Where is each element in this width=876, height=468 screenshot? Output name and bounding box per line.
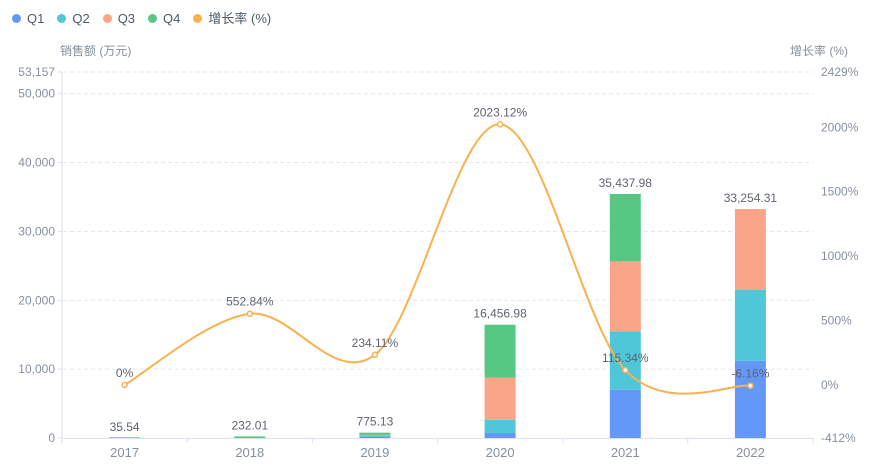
legend: Q1 Q2 Q3 Q4 增长率 (%) (12, 12, 271, 25)
legend-swatch-icon (148, 14, 158, 23)
x-axis-label-2022: 2022 (736, 445, 765, 460)
legend-swatch-icon (12, 14, 21, 23)
bar-segment-2018-q4[interactable] (234, 436, 266, 438)
growth-point-label-2022: -6.16% (731, 367, 769, 381)
growth-rate-line (123, 123, 752, 395)
x-axis-label-2020: 2020 (486, 445, 515, 460)
legend-item-label: Q4 (163, 11, 181, 26)
right-axis-tick-label: 0% (821, 378, 839, 392)
legend-item-label: 增长率 (%) (208, 11, 272, 26)
growth-point-label-2017: 0% (116, 366, 134, 380)
x-axis-label-2017: 2017 (110, 445, 139, 460)
bar-segment-2022-q2[interactable] (734, 289, 766, 361)
left-axis-tick-label: 53,157 (18, 65, 55, 79)
bar-segment-2017-q3[interactable] (109, 437, 141, 438)
right-axis-tick-label: 1500% (821, 185, 859, 199)
bar-segment-2021-q3[interactable] (609, 261, 641, 332)
growth-point-2019[interactable] (371, 351, 379, 359)
left-axis-tick-label: 50,000 (18, 87, 55, 101)
growth-point-2022[interactable] (747, 382, 754, 389)
bar-segment-2019-q2[interactable] (359, 435, 391, 437)
left-axis-title: 销售额 (万元) (60, 44, 132, 58)
growth-point-label-2019: 234.11% (352, 336, 399, 350)
bar-total-label-2021: 35,437.98 (599, 176, 653, 190)
growth-point-label-2018: 552.84% (226, 295, 274, 309)
legend-swatch-icon (57, 14, 67, 23)
bar-total-label-2017: 35.54 (110, 420, 140, 434)
legend-swatch-icon (193, 14, 203, 23)
legend-item-q2[interactable]: Q2 (57, 11, 90, 26)
bar-segment-2022-q1[interactable] (734, 360, 766, 438)
bar-total-label-2019: 775.13 (357, 415, 394, 429)
right-axis-tick-label: 2429% (821, 65, 859, 79)
growth-point-2017[interactable] (121, 381, 128, 389)
bar-segment-2020-q3[interactable] (484, 377, 516, 420)
legend-item-label: Q3 (117, 11, 136, 26)
bar-segment-2021-q1[interactable] (609, 389, 641, 438)
left-axis-tick-label: 40,000 (18, 156, 55, 170)
legend-item-label: Q2 (72, 11, 90, 26)
right-axis-tick-label: 2000% (821, 120, 859, 134)
x-axis-label-2019: 2019 (360, 445, 389, 460)
right-axis-tick-label: 1000% (821, 249, 859, 263)
left-axis-tick-label: 20,000 (18, 293, 55, 307)
growth-point-2018[interactable] (246, 310, 254, 317)
bar-segment-2021-q4[interactable] (609, 194, 641, 262)
growth-point-label-2021: 115.34% (602, 351, 649, 365)
bar-segment-2019-q4[interactable] (359, 432, 391, 435)
left-axis-tick-label: 0 (48, 431, 55, 445)
legend-item-q1[interactable]: Q1 (12, 12, 44, 25)
bar-segment-2019-q3[interactable] (359, 434, 391, 436)
growth-point-2020[interactable] (496, 121, 504, 128)
right-axis-title: 增长率 (%) (790, 44, 848, 58)
legend-item-q3[interactable]: Q3 (102, 11, 136, 26)
legend-item-growth-rate[interactable]: 增长率 (%) (193, 12, 271, 25)
bar-total-label-2020: 16,456.98 (473, 307, 527, 321)
right-axis-tick-label: 500% (821, 314, 852, 328)
bar-segment-2019-q1[interactable] (359, 436, 391, 438)
legend-item-label: Q1 (27, 11, 45, 26)
x-axis-label-2021: 2021 (611, 445, 640, 460)
left-axis-tick-label: 10,000 (18, 362, 55, 376)
bar-total-label-2022: 33,254.31 (724, 191, 778, 205)
right-axis-tick-label: -412% (821, 431, 856, 445)
legend-item-q4[interactable]: Q4 (148, 12, 180, 25)
x-axis-label-2018: 2018 (235, 445, 264, 460)
bar-segment-2020-q1[interactable] (484, 432, 516, 438)
bar-segment-2022-q3[interactable] (734, 209, 766, 290)
bar-segment-2020-q2[interactable] (484, 419, 516, 433)
growth-point-label-2020: 2023.12% (473, 105, 527, 119)
left-axis-tick-label: 30,000 (18, 224, 55, 238)
bar-total-label-2018: 232.01 (231, 418, 268, 432)
legend-swatch-icon (102, 14, 112, 23)
growth-point-2021[interactable] (622, 366, 629, 374)
bar-segment-2020-q4[interactable] (484, 324, 516, 378)
